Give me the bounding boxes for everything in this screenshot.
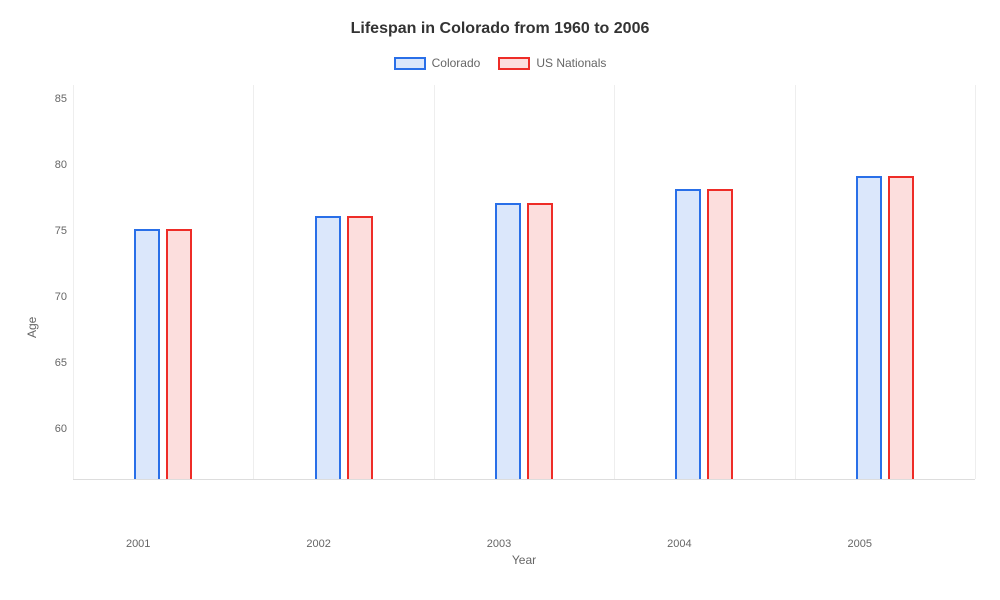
gridline-v	[795, 85, 796, 479]
legend-label-us-nationals: US Nationals	[536, 56, 606, 70]
chart-title: Lifespan in Colorado from 1960 to 2006	[25, 20, 975, 38]
legend-item-us-nationals: US Nationals	[498, 56, 606, 70]
bar	[675, 189, 701, 479]
legend-item-colorado: Colorado	[394, 56, 481, 70]
bar-group	[856, 85, 914, 479]
y-tick: 60	[55, 423, 67, 435]
bar	[707, 189, 733, 479]
bar-group	[495, 85, 553, 479]
bar	[856, 176, 882, 479]
plot-area: Age 60 65 70 75 80 85	[25, 85, 975, 525]
chart-container: Lifespan in Colorado from 1960 to 2006 C…	[0, 0, 1000, 600]
bar	[134, 229, 160, 479]
bar	[888, 176, 914, 479]
bar	[315, 216, 341, 479]
legend-swatch-us-nationals	[498, 57, 530, 70]
x-tick: 2001	[126, 538, 150, 550]
x-tick: 2005	[848, 538, 872, 550]
y-tick: 65	[55, 357, 67, 369]
y-tick: 80	[55, 159, 67, 171]
x-tick: 2002	[306, 538, 330, 550]
y-ticks: 60 65 70 75 80 85	[43, 85, 73, 480]
bars-layer	[73, 85, 975, 479]
bar	[527, 203, 553, 480]
bar	[166, 229, 192, 479]
bar-group	[675, 85, 733, 479]
x-ticks: 2001 2002 2003 2004 2005	[48, 532, 1000, 552]
x-tick: 2004	[667, 538, 691, 550]
bar-group	[315, 85, 373, 479]
legend: Colorado US Nationals	[25, 56, 975, 70]
gridline-v	[73, 85, 74, 479]
bar	[495, 203, 521, 480]
legend-swatch-colorado	[394, 57, 426, 70]
x-tick: 2003	[487, 538, 511, 550]
legend-label-colorado: Colorado	[432, 56, 481, 70]
plot	[73, 85, 975, 480]
bar-group	[134, 85, 192, 479]
bar	[347, 216, 373, 479]
gridline-v	[614, 85, 615, 479]
gridline-v	[253, 85, 254, 479]
x-axis-label: Year	[73, 553, 975, 567]
y-tick: 70	[55, 291, 67, 303]
y-tick: 75	[55, 225, 67, 237]
gridline-v	[434, 85, 435, 479]
gridline-v	[975, 85, 976, 479]
y-tick: 85	[55, 93, 67, 105]
y-axis-label: Age	[25, 85, 43, 525]
